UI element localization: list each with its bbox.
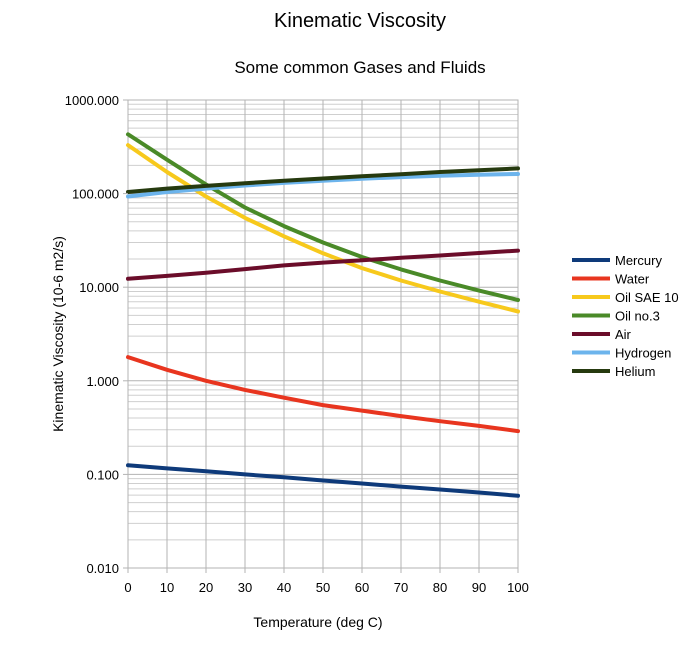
chart-subtitle: Some common Gases and Fluids [234, 58, 485, 77]
y-axis-ticks: 0.010 0.100 1.000 10.000 100.000 1000.000 [65, 93, 128, 576]
x-tick-label: 60 [355, 580, 369, 595]
x-tick-label: 80 [433, 580, 447, 595]
legend-label-hydrogen: Hydrogen [615, 346, 671, 361]
series-lines [126, 132, 520, 498]
x-tick-label: 100 [507, 580, 529, 595]
y-tick-label: 0.010 [86, 561, 119, 576]
x-tick-label: 20 [199, 580, 213, 595]
legend: Mercury Water Oil SAE 10 Oil no.3 Air Hydroge… [572, 253, 679, 379]
x-axis-label: Temperature (deg C) [253, 614, 382, 630]
y-tick-label: 100.000 [72, 187, 119, 202]
legend-label-oil-sae-10: Oil SAE 10 [615, 290, 679, 305]
y-tick-label: 0.100 [86, 467, 119, 482]
x-tick-label: 50 [316, 580, 330, 595]
x-tick-label: 70 [394, 580, 408, 595]
series-line-air [126, 248, 520, 281]
legend-label-helium: Helium [615, 364, 655, 379]
x-axis-ticks: 0 10 20 30 40 50 60 70 80 90 100 [124, 568, 529, 595]
y-axis-label: Kinematic Viscosity (10-6 m2/s) [50, 236, 66, 432]
series-line-helium [126, 166, 520, 194]
x-tick-label: 0 [124, 580, 131, 595]
y-tick-label: 1000.000 [65, 93, 119, 108]
grid [127, 100, 519, 569]
legend-label-water: Water [615, 272, 650, 287]
chart-title: Kinematic Viscosity [274, 10, 446, 32]
series-line-water [126, 355, 520, 434]
series-line-oil-no-3 [126, 132, 520, 302]
x-tick-label: 30 [238, 580, 252, 595]
y-tick-label: 10.000 [79, 280, 119, 295]
x-tick-label: 40 [277, 580, 291, 595]
legend-label-air: Air [615, 327, 632, 342]
x-tick-label: 10 [160, 580, 174, 595]
x-tick-label: 90 [472, 580, 486, 595]
series-line-hydrogen [126, 172, 520, 199]
legend-label-mercury: Mercury [615, 253, 662, 268]
series-line-mercury [126, 463, 520, 498]
y-tick-label: 1.000 [86, 374, 119, 389]
legend-label-oil-no-3: Oil no.3 [615, 309, 660, 324]
